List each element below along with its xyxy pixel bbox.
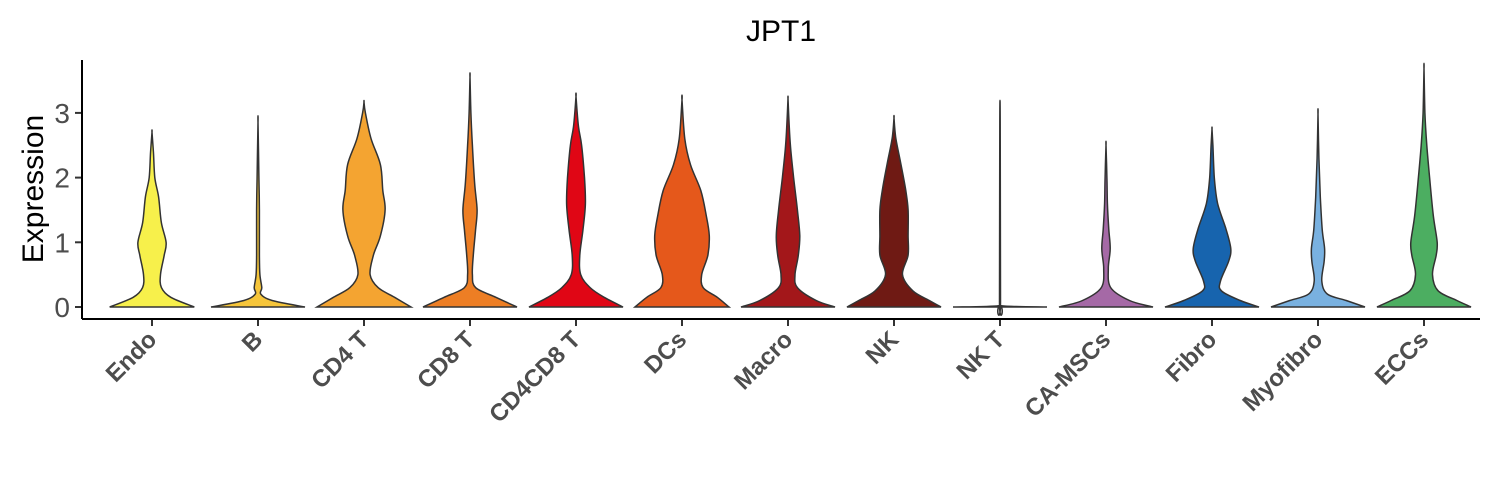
x-tick-label: NK T bbox=[952, 326, 1011, 385]
violin-nk-t bbox=[952, 99, 1048, 316]
violin-cd4-t bbox=[314, 99, 414, 308]
violin-cd8-t bbox=[422, 72, 518, 308]
x-tick-label: Fibro bbox=[1161, 326, 1223, 388]
violin-cd4cd8-t bbox=[528, 92, 624, 308]
violin-endo bbox=[109, 129, 195, 308]
x-tick-label: ECCs bbox=[1370, 326, 1434, 390]
x-tick-label: CD4CD8 T bbox=[484, 326, 586, 428]
x-tick-label: CD8 T bbox=[412, 326, 480, 394]
x-axis-ticks: Endo B CD4 T CD8 T CD4CD8 T DCs Macro NK NK T CA-… bbox=[101, 319, 1434, 428]
y-axis-ticks: 0 1 2 3 bbox=[54, 98, 82, 323]
violin-eccs bbox=[1376, 62, 1472, 308]
violin-myofibro bbox=[1270, 107, 1366, 308]
y-tick-label: 2 bbox=[54, 163, 70, 194]
violin-dcs bbox=[632, 94, 732, 308]
y-tick-label: 0 bbox=[54, 292, 70, 323]
x-tick-label: CD4 T bbox=[306, 326, 374, 394]
x-tick-label: B bbox=[237, 326, 268, 357]
x-tick-label: Macro bbox=[729, 326, 798, 395]
violin-fibro bbox=[1164, 126, 1260, 308]
y-tick-label: 3 bbox=[54, 98, 70, 129]
y-axis-label: Expression bbox=[17, 115, 50, 263]
violin-nk bbox=[846, 114, 942, 308]
chart-title: JPT1 bbox=[746, 15, 816, 48]
x-tick-label: DCs bbox=[639, 326, 692, 379]
x-tick-label: NK bbox=[861, 326, 905, 370]
violin-b bbox=[210, 114, 306, 308]
y-tick-label: 1 bbox=[54, 227, 70, 258]
x-tick-label: Endo bbox=[101, 326, 163, 388]
violin-group bbox=[109, 62, 1472, 316]
violin-ca-mscs bbox=[1058, 140, 1154, 308]
violin-macro bbox=[740, 95, 836, 308]
x-tick-label: Myofibro bbox=[1238, 326, 1329, 417]
x-tick-label: CA-MSCs bbox=[1020, 326, 1116, 422]
